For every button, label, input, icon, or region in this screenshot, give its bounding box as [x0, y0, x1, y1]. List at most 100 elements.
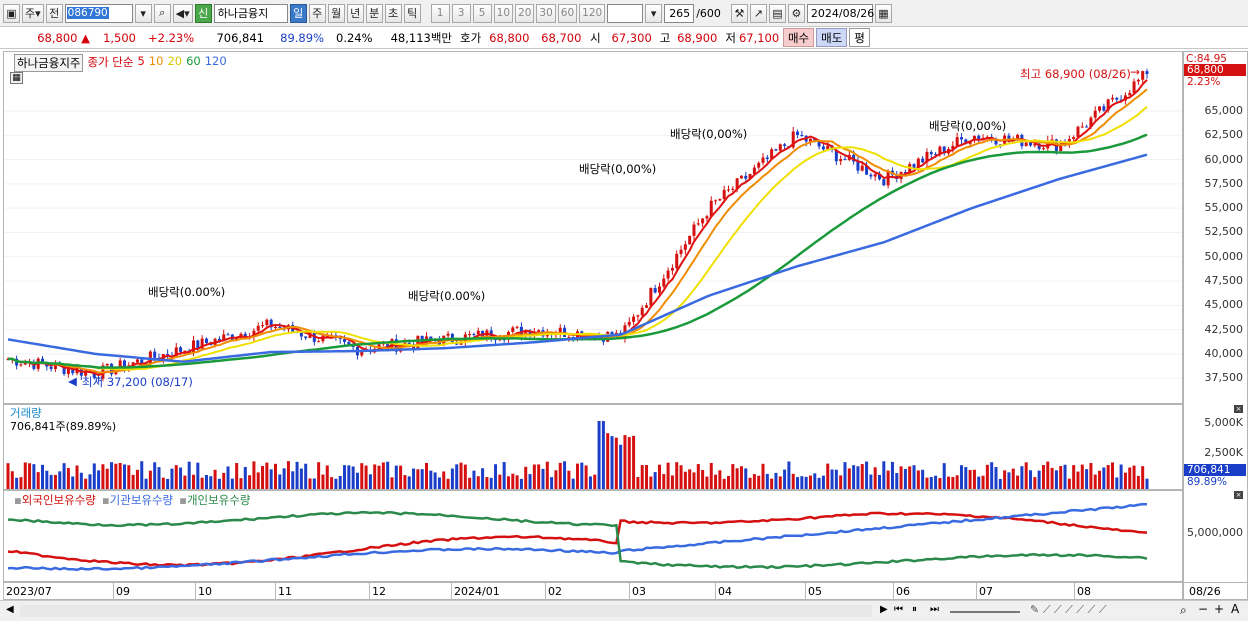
custom-tick-input[interactable]	[607, 3, 644, 23]
volume-bar	[1020, 466, 1024, 489]
volume-current-tag: 706,841	[1184, 464, 1246, 476]
all-button[interactable]: 전	[45, 3, 63, 23]
sell-button[interactable]: 매도	[816, 28, 848, 47]
date-input[interactable]: 2024/08/26	[806, 3, 874, 23]
custom-tick-dropdown-icon[interactable]: ▾	[645, 3, 663, 23]
chart-tools-icon[interactable]: ⚒	[730, 3, 748, 23]
volume-bar	[601, 421, 605, 489]
ma-120-label[interactable]: 120	[204, 54, 227, 68]
holding-tick: 5,000,000	[1187, 526, 1243, 539]
candle-body	[670, 268, 674, 271]
period-day[interactable]: 일	[289, 3, 307, 23]
tick-120[interactable]: 120	[579, 3, 606, 23]
candle-body	[912, 164, 916, 168]
code-dropdown-icon[interactable]: ▾	[134, 3, 152, 23]
search-icon[interactable]: ⌕	[153, 3, 171, 23]
volume-bar	[869, 474, 873, 489]
period-type-select[interactable]: 주 ▾	[22, 3, 44, 23]
volume-bar	[662, 474, 666, 489]
ma-20-label[interactable]: 20	[167, 54, 183, 68]
first-page-icon[interactable]: ⏮	[894, 604, 903, 615]
candle-body	[951, 145, 955, 149]
average-button[interactable]: 평	[849, 28, 870, 47]
ma-60-label[interactable]: 60	[186, 54, 201, 68]
volume-bar	[1123, 472, 1127, 489]
candle-body	[727, 189, 731, 191]
last-page-icon[interactable]: ⏭	[930, 604, 939, 615]
table-icon[interactable]: ▦	[10, 72, 23, 84]
tick-3[interactable]: 3	[451, 3, 471, 23]
period-second[interactable]: 초	[384, 3, 402, 23]
volume-bar	[666, 462, 670, 489]
drawing-icon[interactable]: ↗	[749, 3, 767, 23]
volume-bar	[407, 476, 411, 489]
font-size-icon[interactable]: A	[1231, 602, 1240, 616]
pause-icon[interactable]: ⏸	[912, 604, 917, 615]
volume-bar	[459, 462, 463, 489]
window-icon[interactable]: ▣	[3, 3, 20, 23]
scroll-right-icon[interactable]: ▶	[880, 604, 888, 615]
volume-bar	[938, 478, 942, 489]
period-year[interactable]: 년	[346, 3, 364, 23]
legend-individual[interactable]: ▪개인보유수량	[179, 493, 251, 507]
volume-bar	[455, 464, 459, 489]
scroll-left-icon[interactable]: ◀	[6, 604, 14, 615]
volume-chart-svg	[6, 421, 1149, 489]
price-legend: 하나금융지주 종가 단순 5 10 20 60 120	[14, 54, 227, 72]
holding-close-icon[interactable]: ×	[1234, 491, 1243, 499]
candle-body	[679, 249, 683, 254]
candle-body	[882, 179, 886, 186]
volume-close-icon[interactable]: ×	[1234, 405, 1243, 413]
zoom-in-icon[interactable]: +	[1214, 602, 1225, 616]
legend-institution[interactable]: ▪기관보유수량	[101, 493, 174, 507]
price-chart-panel[interactable]: 하나금융지주 종가 단순 5 10 20 60 120 ▦ 최고 68,900 …	[3, 51, 1183, 404]
volume-bar	[118, 462, 122, 489]
ma-label[interactable]: 종가 단순	[87, 55, 134, 69]
zoom-slider[interactable]	[950, 611, 1020, 613]
count-input[interactable]: 265	[664, 3, 695, 23]
volume-bar	[744, 468, 748, 489]
period-tick[interactable]: 틱	[403, 3, 421, 23]
candle-body	[1136, 79, 1140, 82]
ma-10-label[interactable]: 10	[148, 54, 164, 68]
volume-bar	[135, 469, 139, 489]
candle-body	[476, 330, 480, 335]
volume-bar	[921, 469, 925, 489]
volume-bar	[92, 463, 96, 489]
candle-body	[955, 137, 959, 146]
save-icon[interactable]: ▤	[768, 3, 786, 23]
tick-30[interactable]: 30	[536, 3, 556, 23]
volume-bar	[1145, 478, 1149, 489]
scroll-track[interactable]	[20, 605, 872, 617]
candle-body	[1029, 142, 1033, 146]
calendar-icon[interactable]: ▦	[874, 3, 892, 23]
volume-bar	[148, 470, 152, 489]
buy-button[interactable]: 매수	[782, 28, 815, 47]
period-minute[interactable]: 분	[365, 3, 383, 23]
period-month[interactable]: 월	[327, 3, 345, 23]
holding-chart-panel[interactable]: ▪외국인보유수량 ▪기관보유수량 ▪개인보유수량	[3, 490, 1183, 582]
tick-10[interactable]: 10	[493, 3, 514, 23]
candle-body	[796, 131, 800, 135]
tick-1[interactable]: 1	[430, 3, 450, 23]
volume-bar	[985, 464, 989, 489]
candle-body	[261, 325, 265, 327]
tick-5[interactable]: 5	[472, 3, 492, 23]
tick-60[interactable]: 60	[557, 3, 578, 23]
zoom-icon[interactable]: ⌕	[1180, 603, 1187, 617]
tick-20[interactable]: 20	[515, 3, 535, 23]
volume-panel-title[interactable]: 거래량	[10, 405, 42, 421]
period-week[interactable]: 주	[308, 3, 326, 23]
speaker-icon[interactable]: ◀▾	[172, 3, 193, 23]
drawing-tools-icon[interactable]: ✎ ⟋ ⟋ ⟋ ⟋ ⟋ ⟋	[1030, 603, 1107, 616]
volume-bar	[105, 468, 109, 489]
zoom-out-icon[interactable]: −	[1198, 602, 1209, 616]
volume-chart-panel[interactable]: 거래량 706,841주(89.89%)	[3, 404, 1183, 490]
legend-foreign[interactable]: ▪외국인보유수량	[14, 493, 96, 507]
gear-icon[interactable]: ⚙	[787, 3, 805, 23]
candle-body	[632, 316, 636, 322]
volume-bar	[882, 461, 886, 489]
ma-5-label[interactable]: 5	[137, 54, 145, 68]
stock-name-label[interactable]: 하나금융지주	[14, 54, 84, 72]
stock-code-input[interactable]: 086790	[64, 3, 133, 23]
